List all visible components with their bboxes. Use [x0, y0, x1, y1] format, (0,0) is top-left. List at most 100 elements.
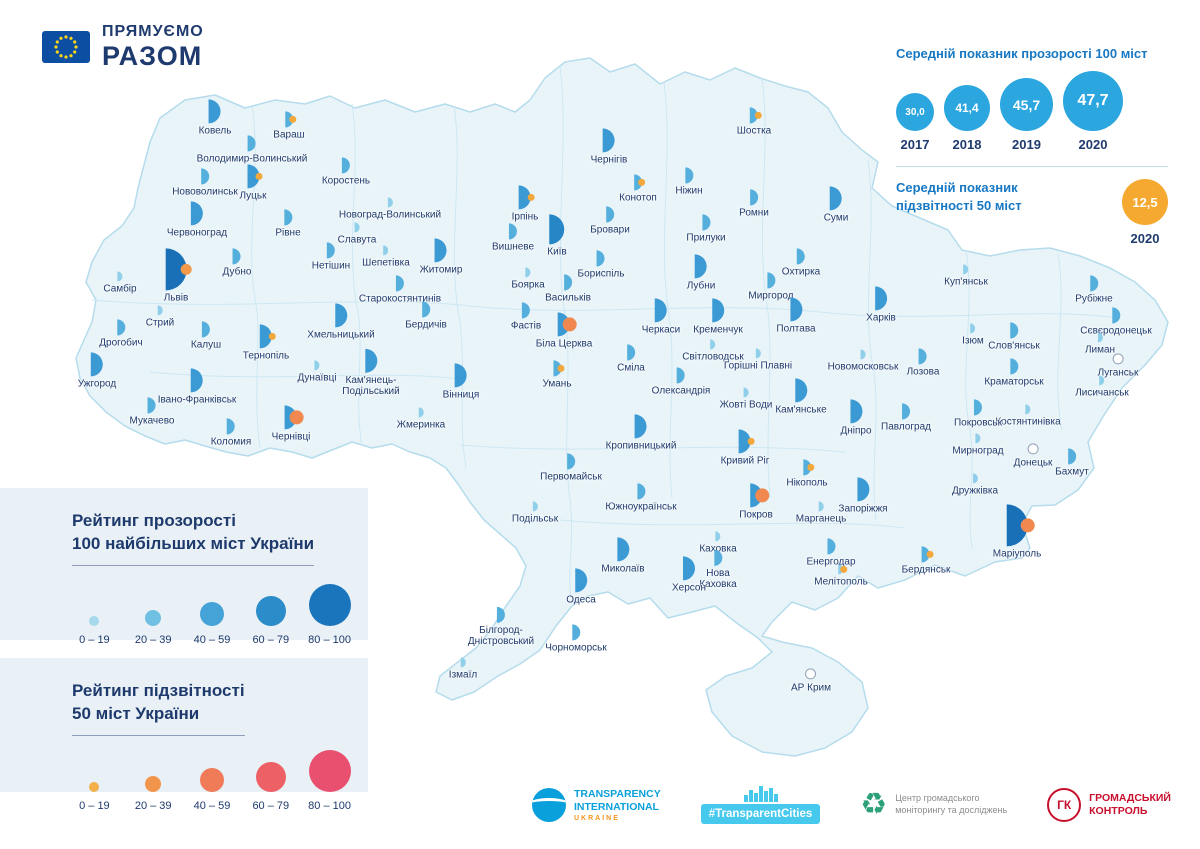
map-city: Ромни	[739, 189, 769, 218]
transparency-marker	[633, 174, 642, 191]
city-label: Вінниця	[442, 389, 480, 401]
transparency-marker	[247, 164, 259, 189]
legend-item: 40 – 59	[190, 748, 235, 812]
transparency-marker	[552, 360, 561, 377]
logo-text-line2: РАЗОМ	[102, 41, 203, 71]
city-label: Хмельницький	[307, 329, 375, 341]
transparency-marker	[627, 344, 635, 361]
city-label: Суми	[823, 212, 849, 224]
stats-divider	[896, 166, 1168, 167]
transparency-marker	[695, 254, 707, 279]
city-label: Старокостянтинів	[358, 293, 442, 305]
ukraine-landmass	[75, 57, 1169, 757]
city-label: Ужгород	[77, 378, 117, 390]
map-city: Червоноград	[167, 201, 227, 238]
map-city: Костянтинівка	[995, 404, 1061, 427]
map-city: Запоріжжя	[838, 477, 888, 514]
city-label: Ніжин	[675, 185, 703, 197]
city-label: Рубіжне	[1075, 293, 1113, 305]
city-label: Харків	[866, 312, 896, 324]
transparency-marker	[1097, 332, 1103, 343]
accountability-dot	[840, 565, 847, 573]
map-city: Сєвєродонецьк	[1080, 307, 1152, 336]
map-city: Слов'янськ	[988, 322, 1040, 351]
city-label: Бердичів	[405, 319, 447, 331]
map-city: Умань	[542, 360, 572, 389]
transparency-marker	[802, 459, 811, 476]
trend-year-label: 2018	[952, 137, 982, 152]
legend-range-label: 80 – 100	[308, 633, 351, 646]
city-label: Шостка	[736, 125, 772, 137]
accountability-dot	[289, 410, 304, 425]
transparency-marker	[795, 378, 807, 403]
transparency-legend-title: Рейтинг прозорості 100 найбільших міст У…	[72, 510, 315, 566]
transparency-marker	[202, 321, 210, 338]
map-city: Рубіжне	[1075, 275, 1113, 304]
legend-item: 20 – 39	[131, 582, 176, 646]
accountability-dot	[1020, 518, 1035, 533]
map-city: Охтирка	[782, 248, 820, 277]
transparency-marker	[767, 272, 775, 289]
transparency-marker	[364, 348, 377, 373]
accountability-legend-scale: 0 – 19 20 – 39 40 – 59 60 – 79 80 – 100	[72, 748, 352, 812]
map-city: Ірпінь	[512, 185, 538, 222]
transparency-marker	[117, 271, 123, 282]
map-city: Володимир-Волинський	[197, 135, 307, 164]
transparency-marker	[549, 214, 565, 245]
map-city: Ізмаїл	[449, 657, 477, 680]
public-control-logo: ГК ГРОМАДСЬКИЙ КОНТРОЛЬ	[1047, 788, 1171, 822]
transparency-marker	[970, 323, 976, 334]
legend-circle	[199, 601, 224, 626]
map-city: Кропивницький	[606, 414, 676, 451]
city-label: Лозова	[906, 366, 940, 378]
transparency-marker	[712, 298, 724, 323]
map-city: Павлоград	[881, 403, 931, 432]
legend-item: 60 – 79	[248, 582, 293, 646]
map-city: Київ	[547, 214, 567, 257]
legend-range-label: 0 – 19	[79, 799, 110, 812]
map-city: Чернівці	[272, 405, 310, 442]
city-label: Черкаси	[641, 324, 681, 336]
map-city: Чорноморськ	[545, 624, 607, 653]
transparency-marker	[314, 360, 320, 371]
city-label: Червоноград	[166, 227, 228, 239]
trend-year-item: 41,4 2018	[944, 85, 990, 152]
map-city: Світловодськ	[682, 339, 744, 362]
map-city: Кам'янець- Подільський	[342, 348, 400, 397]
map-city: Покровськ	[954, 399, 1002, 428]
city-label: АР Крим	[791, 682, 831, 694]
city-label: Конотоп	[619, 192, 657, 204]
legend-item: 0 – 19	[72, 582, 117, 646]
ti-text-line1: TRANSPARENCY	[574, 788, 661, 801]
map-city: Миколаїв	[601, 537, 645, 574]
city-label: Лубни	[686, 280, 716, 292]
city-label: Нововолинськ	[172, 186, 238, 198]
accountability-dot	[268, 332, 276, 340]
city-label: Подільськ	[511, 513, 559, 525]
transparency-marker	[826, 538, 835, 555]
map-city: Фастів	[511, 302, 541, 331]
map-city: Жмеринка	[397, 407, 445, 430]
city-label: Фастів	[510, 320, 542, 332]
map-city: Кривий Ріг	[721, 429, 769, 466]
city-label: Мирноград	[952, 445, 1004, 457]
transparent-cities-label: #TransparentCities	[700, 804, 821, 824]
legend-circle	[308, 749, 351, 792]
city-label: Нова Каховка	[699, 567, 737, 590]
transparency-marker	[605, 206, 614, 223]
transparency-marker	[567, 453, 575, 470]
accountability-dot	[563, 317, 577, 332]
map-city: Житомир	[420, 238, 462, 275]
transparency-marker	[460, 657, 466, 668]
map-city: Ужгород	[78, 352, 116, 389]
legend-circle	[199, 767, 224, 792]
map-city: Самбір	[103, 271, 137, 294]
city-label: Павлоград	[881, 421, 931, 433]
transparency-marker	[963, 264, 969, 275]
transparency-marker	[575, 568, 587, 593]
transparency-marker	[454, 363, 467, 388]
cgm-text-line2: моніторингу та досліджень	[895, 805, 1008, 815]
transparency-marker	[655, 298, 667, 323]
city-label: Лисичанськ	[1075, 387, 1129, 399]
